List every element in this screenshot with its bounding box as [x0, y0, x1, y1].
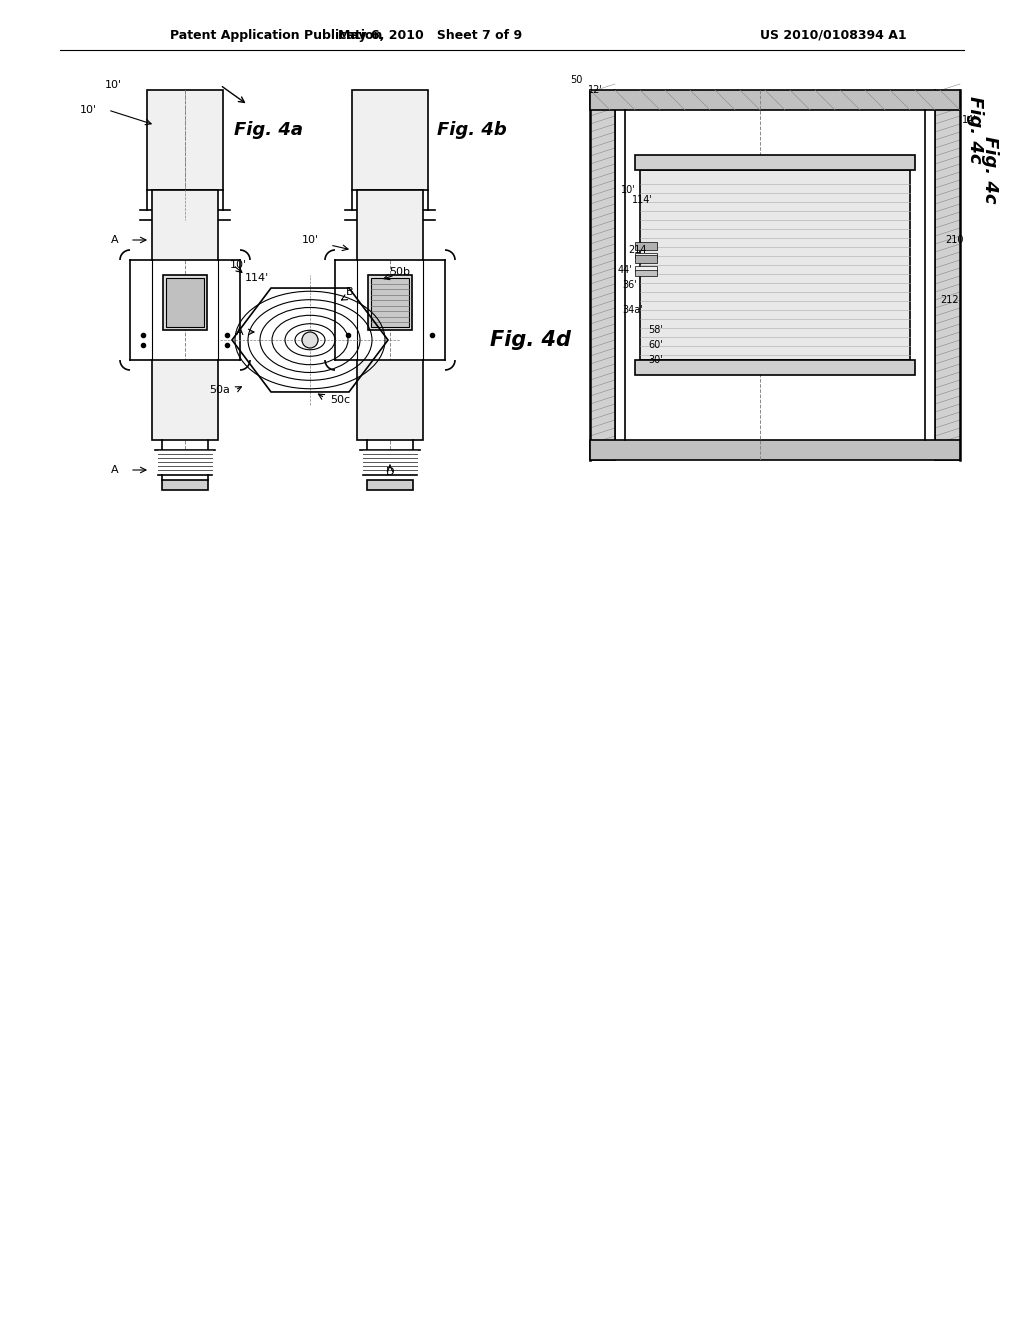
- Bar: [152, 190, 218, 260]
- Bar: [163, 275, 207, 330]
- Text: Fig. 4a: Fig. 4a: [233, 121, 302, 139]
- Bar: [166, 279, 204, 327]
- Text: Fig. 4c: Fig. 4c: [981, 136, 999, 203]
- Text: 10': 10': [621, 185, 636, 195]
- Text: May 6, 2010   Sheet 7 of 9: May 6, 2010 Sheet 7 of 9: [338, 29, 522, 41]
- Text: 44': 44': [618, 265, 633, 275]
- Bar: [152, 360, 218, 440]
- Bar: [590, 90, 615, 459]
- Text: 58': 58': [648, 325, 663, 335]
- Text: Fig. 4b: Fig. 4b: [437, 121, 507, 139]
- Text: 50c: 50c: [330, 395, 350, 405]
- Text: 14': 14': [962, 115, 977, 125]
- Text: 212: 212: [940, 294, 958, 305]
- Text: B: B: [346, 286, 354, 297]
- Text: 10': 10': [105, 81, 122, 90]
- Text: 60': 60': [648, 341, 663, 350]
- Bar: [352, 90, 428, 190]
- Bar: [635, 154, 915, 170]
- Bar: [367, 480, 413, 490]
- Bar: [635, 267, 657, 271]
- Bar: [590, 90, 961, 110]
- Text: Fig. 4c: Fig. 4c: [966, 96, 984, 164]
- Text: 36': 36': [622, 280, 637, 290]
- Text: Fig. 4d: Fig. 4d: [489, 330, 570, 350]
- Bar: [357, 360, 423, 440]
- Bar: [635, 255, 657, 263]
- Text: A: A: [112, 235, 119, 246]
- Text: 214: 214: [628, 246, 646, 255]
- Text: 50: 50: [570, 75, 583, 84]
- Text: 34a': 34a': [622, 305, 643, 315]
- Text: 12': 12': [588, 84, 603, 95]
- Text: A: A: [237, 327, 244, 337]
- Bar: [371, 279, 409, 327]
- Text: 50b: 50b: [389, 267, 411, 277]
- Bar: [147, 90, 223, 190]
- Text: Patent Application Publication: Patent Application Publication: [170, 29, 382, 41]
- Bar: [635, 360, 915, 375]
- Text: 30': 30': [648, 355, 663, 366]
- Circle shape: [302, 333, 318, 348]
- Text: 10': 10': [230, 260, 247, 271]
- Bar: [635, 253, 657, 257]
- Bar: [162, 480, 208, 490]
- Bar: [635, 271, 657, 276]
- Text: D: D: [386, 467, 394, 477]
- Bar: [635, 242, 657, 249]
- Text: 10': 10': [301, 235, 318, 246]
- Bar: [357, 190, 423, 260]
- Bar: [640, 170, 910, 360]
- Bar: [590, 440, 961, 459]
- Bar: [368, 275, 412, 330]
- Text: 114': 114': [632, 195, 653, 205]
- Text: US 2010/0108394 A1: US 2010/0108394 A1: [760, 29, 906, 41]
- Text: A: A: [112, 465, 119, 475]
- Text: 50a: 50a: [210, 385, 230, 395]
- Text: 10': 10': [80, 106, 96, 115]
- Text: 114': 114': [245, 273, 269, 282]
- Bar: [935, 90, 961, 459]
- Text: 210: 210: [945, 235, 964, 246]
